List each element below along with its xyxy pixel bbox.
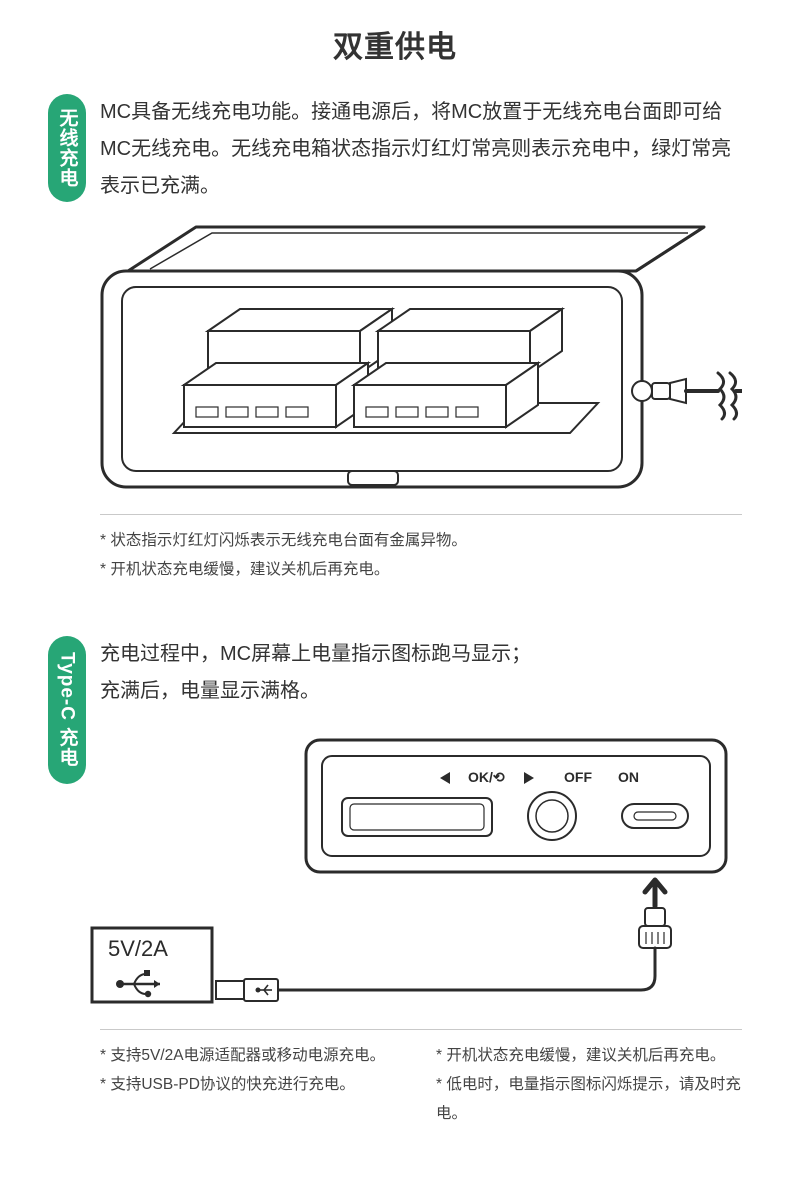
footnote: * 开机状态充电缓慢，建议关机后再充电。 (100, 556, 742, 585)
footnote: * 支持5V/2A电源适配器或移动电源充电。 (100, 1042, 406, 1071)
badge-wireless: 无线充电 (48, 94, 86, 202)
wireless-charging-diagram (100, 223, 742, 498)
adapter-label: 5V/2A (108, 936, 168, 961)
device-label-on: ON (618, 769, 639, 785)
device-label-off: OFF (564, 769, 592, 785)
footnote: * 支持USB-PD协议的快充进行充电。 (100, 1071, 406, 1100)
wireless-footnotes: * 状态指示灯红灯闪烁表示无线充电台面有金属异物。 * 开机状态充电缓慢，建议关… (100, 514, 742, 584)
wireless-description: MC具备无线充电功能。接通电源后，将MC放置于无线充电台面即可给MC无线充电。无… (100, 94, 742, 205)
footnote: * 低电时，电量指示图标闪烁提示，请及时充电。 (436, 1071, 742, 1128)
typec-description-2: 充满后，电量显示满格。 (100, 673, 742, 710)
footnote: * 状态指示灯红灯闪烁表示无线充电台面有金属异物。 (100, 527, 742, 556)
section-wireless: 无线充电 MC具备无线充电功能。接通电源后，将MC放置于无线充电台面即可给MC无… (0, 94, 790, 584)
typec-footnotes: * 支持5V/2A电源适配器或移动电源充电。 * 支持USB-PD协议的快充进行… (100, 1029, 742, 1128)
typec-charging-diagram: OK/⟲ OFF ON (48, 732, 742, 1017)
typec-description-1: 充电过程中，MC屏幕上电量指示图标跑马显示； (100, 636, 742, 673)
badge-typec: Type-C 充电 (48, 636, 86, 783)
device-label-ok: OK/⟲ (468, 769, 505, 785)
page-title: 双重供电 (0, 0, 790, 66)
footnote: * 开机状态充电缓慢，建议关机后再充电。 (436, 1042, 742, 1071)
section-typec: Type-C 充电 充电过程中，MC屏幕上电量指示图标跑马显示； 充满后，电量显… (0, 636, 790, 1128)
